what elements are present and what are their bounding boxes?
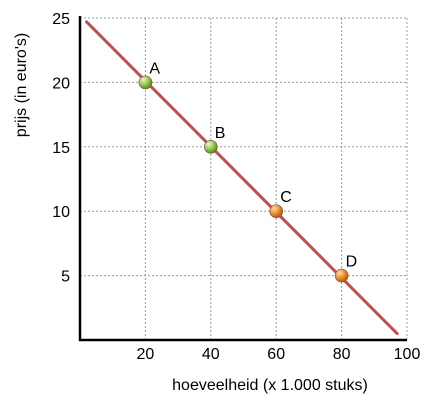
point-c (269, 204, 284, 218)
point-label-b: B (215, 125, 226, 142)
y-tick-label: 20 (52, 75, 70, 92)
point-label-c: C (280, 189, 292, 206)
y-tick-label: 25 (52, 11, 70, 28)
tick-labels: 20 40 60 80 100 5 10 15 20 25 (52, 11, 420, 363)
point-d (334, 268, 349, 283)
x-tick-label: 40 (202, 346, 220, 363)
y-axis-label: prijs (in euro's) (13, 33, 30, 137)
point-a (138, 75, 153, 90)
demand-line-segment (85, 20, 399, 336)
point-label-d: D (346, 254, 358, 271)
y-tick-label: 15 (52, 140, 70, 157)
y-tick-label: 10 (52, 204, 70, 221)
point-b (204, 140, 218, 154)
grid (80, 17, 408, 340)
y-tick-label: 5 (61, 269, 70, 286)
x-axis-label: hoeveelheid (x 1.000 stuks) (172, 377, 368, 394)
demand-line (85, 20, 399, 336)
x-tick-label: 60 (267, 346, 285, 363)
axes (78, 16, 407, 342)
data-points: A B C D (138, 60, 358, 283)
x-tick-label: 100 (394, 346, 421, 363)
x-tick-label: 20 (137, 346, 155, 363)
point-label-a: A (149, 60, 160, 77)
x-tick-label: 80 (333, 346, 351, 363)
